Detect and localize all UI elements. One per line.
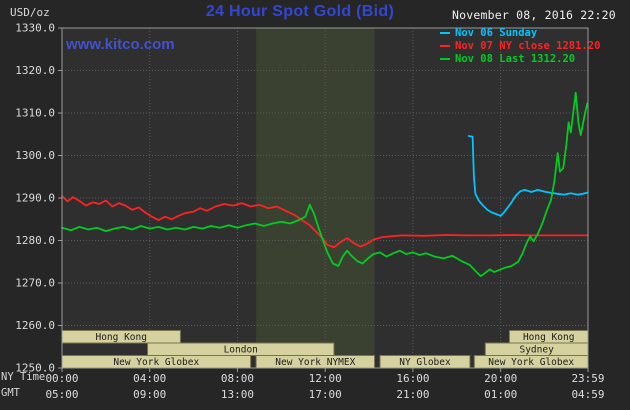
session-label: Hong Kong xyxy=(95,332,146,343)
y-tick-label: 1330.0 xyxy=(15,22,55,35)
units-label: USD/oz xyxy=(10,6,50,19)
legend-item: Nov 08 Last 1312.20 xyxy=(440,53,600,66)
legend-dash-icon xyxy=(440,58,450,60)
legend-dash-icon xyxy=(440,32,450,34)
x-tick-ny-label: 00:00 xyxy=(45,372,78,385)
x-tick-gmt-label: 04:59 xyxy=(571,388,604,401)
y-tick-label: 1270.0 xyxy=(15,277,55,290)
y-tick-label: 1290.0 xyxy=(15,192,55,205)
x-tick-gmt-label: 09:00 xyxy=(133,388,166,401)
session-label: Sydney xyxy=(519,345,554,356)
datetime-label: November 08, 2016 22:20 xyxy=(452,8,616,22)
session-label: New York Globex xyxy=(113,357,199,368)
y-tick-label: 1300.0 xyxy=(15,149,55,162)
legend-label: Nov 08 Last 1312.20 xyxy=(455,53,576,65)
series-nov-07-ny-close-1281-20 xyxy=(61,194,589,249)
legend-label: Nov 07 NY close 1281.20 xyxy=(455,40,601,52)
grid-lines xyxy=(62,28,588,368)
y-tick-label: 1260.0 xyxy=(15,319,55,332)
y-tick-label: 1310.0 xyxy=(15,107,55,120)
y-tick-label: 1320.0 xyxy=(15,64,55,77)
x-axis-ny-label: NY Time xyxy=(1,371,46,383)
series-nov-08-last-1312-20 xyxy=(61,91,589,278)
session-label: New York NYMEX xyxy=(275,357,355,368)
session-label: NY Globex xyxy=(399,357,451,368)
tick-marks xyxy=(58,27,589,372)
session-label: London xyxy=(224,345,258,356)
legend-item: Nov 06 Sunday xyxy=(440,27,600,40)
x-tick-ny-label: 23:59 xyxy=(571,372,604,385)
x-tick-ny-label: 08:00 xyxy=(221,372,254,385)
legend: Nov 06 Sunday Nov 07 NY close 1281.20 Nov … xyxy=(440,27,600,66)
series-nov-06-sunday xyxy=(467,135,589,217)
x-tick-ny-label: 04:00 xyxy=(133,372,166,385)
x-tick-ny-label: 16:00 xyxy=(396,372,429,385)
y-tick-label: 1250.0 xyxy=(15,362,55,375)
x-axis-gmt-label: GMT xyxy=(1,387,20,399)
session-label: New York Globex xyxy=(488,357,574,368)
legend-item: Nov 07 NY close 1281.20 xyxy=(440,40,600,53)
x-tick-gmt-label: 13:00 xyxy=(221,388,254,401)
axis-labels: 1330.0 1320.0 1310.0 1300.0 1290.0 1280.0 1270… xyxy=(15,22,604,402)
y-tick-label: 1280.0 xyxy=(15,234,55,247)
x-tick-gmt-label: 17:00 xyxy=(309,388,342,401)
x-tick-gmt-label: 05:00 xyxy=(45,388,78,401)
kitco-link[interactable]: www.kitco.com xyxy=(66,36,175,53)
x-tick-ny-label: 12:00 xyxy=(309,372,342,385)
chart-title: 24 Hour Spot Gold (Bid) xyxy=(205,3,395,20)
x-tick-gmt-label: 01:00 xyxy=(484,388,517,401)
session-label: Hong Kong xyxy=(523,332,574,343)
x-tick-gmt-label: 21:00 xyxy=(396,388,429,401)
legend-label: Nov 06 Sunday xyxy=(455,27,538,39)
legend-dash-icon xyxy=(440,45,450,47)
x-tick-ny-label: 20:00 xyxy=(484,372,517,385)
